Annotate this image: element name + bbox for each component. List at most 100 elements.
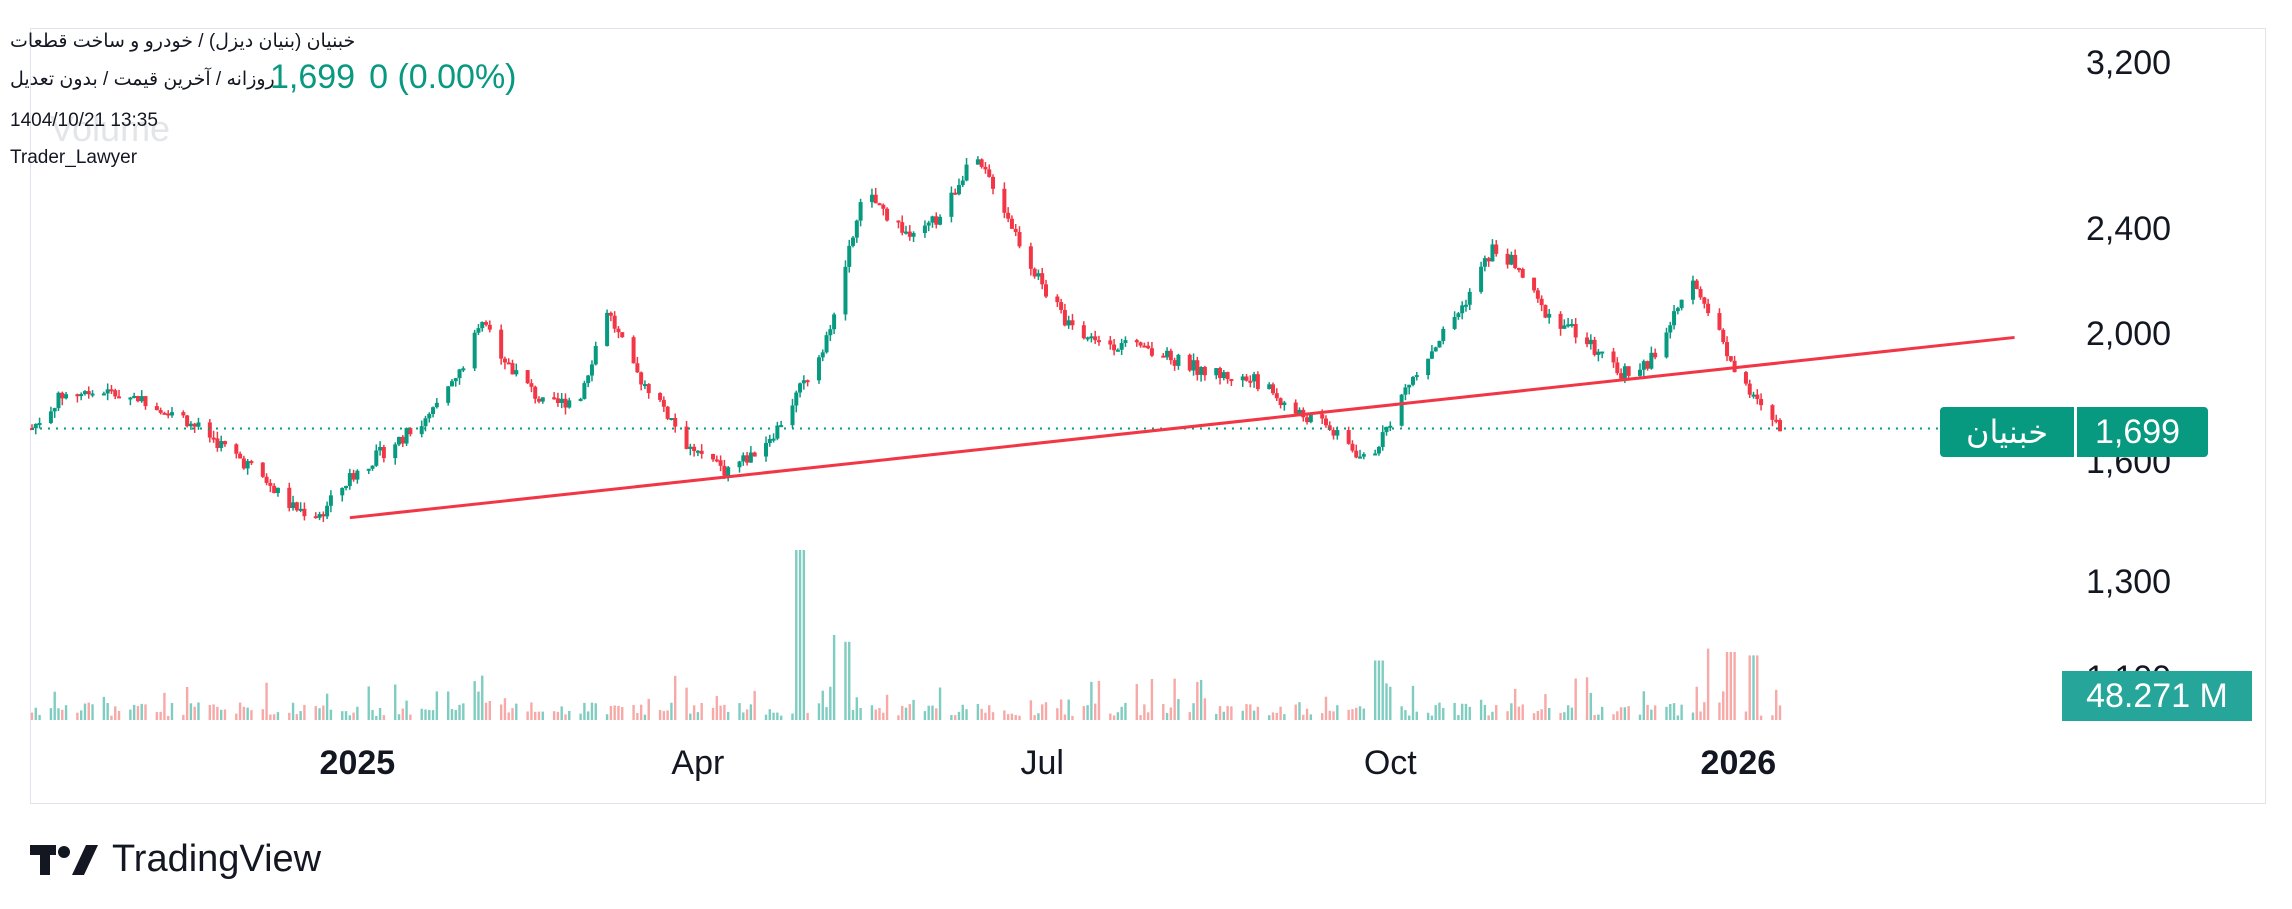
volume-bar bbox=[1192, 703, 1195, 720]
candle-body bbox=[540, 397, 545, 402]
candle-body bbox=[885, 208, 890, 221]
candle-body bbox=[472, 332, 477, 369]
volume-bar bbox=[1646, 704, 1649, 720]
volume-bar bbox=[609, 706, 613, 720]
candle-body bbox=[1645, 361, 1650, 369]
candle-body bbox=[1066, 320, 1071, 326]
candle-body bbox=[1452, 317, 1457, 329]
volume-bar bbox=[1408, 715, 1411, 720]
volume-bar bbox=[1691, 712, 1695, 720]
volume-bar bbox=[590, 702, 594, 720]
volume-bar bbox=[1600, 706, 1604, 720]
volume-bar bbox=[882, 712, 885, 720]
candle-body bbox=[1619, 373, 1624, 379]
volume-bar bbox=[212, 704, 215, 720]
candle-body bbox=[1293, 402, 1298, 414]
candle-body bbox=[1778, 420, 1782, 432]
candle-body bbox=[771, 438, 776, 441]
volume-bar bbox=[265, 682, 268, 720]
volume-bar bbox=[988, 705, 991, 720]
trendline[interactable] bbox=[349, 335, 2015, 520]
candle-body bbox=[1516, 268, 1521, 271]
candle-body bbox=[620, 332, 625, 338]
candle-body bbox=[1702, 297, 1707, 304]
candle-body bbox=[408, 428, 413, 435]
candle-body bbox=[355, 470, 360, 480]
volume-bar bbox=[167, 715, 170, 720]
candle-body bbox=[431, 407, 436, 414]
volume-bar bbox=[1585, 677, 1589, 720]
candle-body bbox=[1108, 340, 1113, 345]
candle-body bbox=[1532, 277, 1537, 291]
candle-body bbox=[896, 220, 901, 223]
candle-body bbox=[805, 380, 810, 383]
candle-body bbox=[1267, 384, 1272, 390]
volume-bar bbox=[511, 708, 514, 720]
candle-body bbox=[665, 406, 670, 419]
volume-bar bbox=[1256, 706, 1260, 720]
volume-bar bbox=[791, 713, 794, 720]
volume-bar bbox=[1097, 680, 1101, 720]
volume-bar bbox=[114, 706, 117, 720]
candle-body bbox=[510, 363, 515, 375]
volume-bar bbox=[219, 709, 223, 720]
candle-body bbox=[1017, 232, 1022, 247]
candle-body bbox=[351, 473, 356, 480]
volume-bar bbox=[1570, 707, 1574, 720]
candle-body bbox=[1672, 311, 1677, 326]
volume-bar bbox=[560, 706, 563, 720]
volume-bar bbox=[1279, 706, 1282, 720]
candle-body bbox=[378, 447, 383, 451]
candle-body bbox=[1562, 325, 1567, 329]
candle-body bbox=[113, 390, 118, 397]
candle-body bbox=[563, 398, 568, 408]
candle-body bbox=[938, 216, 943, 225]
candle-body bbox=[1013, 228, 1018, 233]
brand-name: TradingView bbox=[112, 838, 322, 880]
volume-bar bbox=[318, 708, 321, 720]
volume-bar bbox=[870, 705, 874, 720]
volume-bar bbox=[405, 700, 408, 720]
volume-bar bbox=[1548, 707, 1551, 720]
candle-body bbox=[1323, 418, 1328, 426]
volume-bar bbox=[1347, 709, 1350, 720]
candle-body bbox=[1407, 384, 1412, 388]
candle-body bbox=[1426, 358, 1431, 376]
price-candles bbox=[30, 156, 1782, 523]
candle-body bbox=[1600, 351, 1605, 354]
candle-body bbox=[790, 405, 795, 426]
candle-body bbox=[1592, 339, 1597, 355]
volume-bar bbox=[617, 705, 620, 720]
volume-bar bbox=[855, 697, 859, 720]
volume-bar bbox=[1733, 652, 1736, 720]
candle-body bbox=[33, 423, 38, 429]
candle-body bbox=[631, 337, 636, 364]
volume-bar bbox=[1457, 715, 1460, 720]
volume-bar bbox=[371, 709, 374, 720]
candle-body bbox=[1089, 336, 1094, 339]
volume-bar bbox=[1756, 655, 1759, 720]
volume-bar bbox=[450, 709, 454, 720]
candle-body bbox=[86, 391, 91, 395]
volume-bar bbox=[53, 691, 56, 720]
candle-body bbox=[1566, 324, 1571, 327]
volume-bar bbox=[908, 704, 911, 720]
candle-body bbox=[188, 423, 193, 427]
tradingview-logo[interactable]: TradingView bbox=[30, 838, 321, 881]
volume-bar bbox=[1351, 709, 1354, 720]
candle-body bbox=[101, 393, 106, 396]
volume-bar bbox=[1426, 712, 1430, 720]
volume-bar bbox=[658, 709, 662, 720]
volume-bar bbox=[844, 641, 847, 720]
volume-bar bbox=[1222, 711, 1226, 720]
volume-bar bbox=[288, 712, 291, 720]
candle-body bbox=[211, 437, 216, 440]
candle-body bbox=[699, 450, 704, 454]
header-price-value: 1,699 bbox=[270, 58, 356, 96]
x-tick-label: 2025 bbox=[319, 744, 396, 782]
volume-bar bbox=[1759, 715, 1763, 720]
candle-body bbox=[1399, 394, 1404, 426]
volume-bar bbox=[507, 712, 510, 720]
candle-body bbox=[249, 461, 254, 464]
